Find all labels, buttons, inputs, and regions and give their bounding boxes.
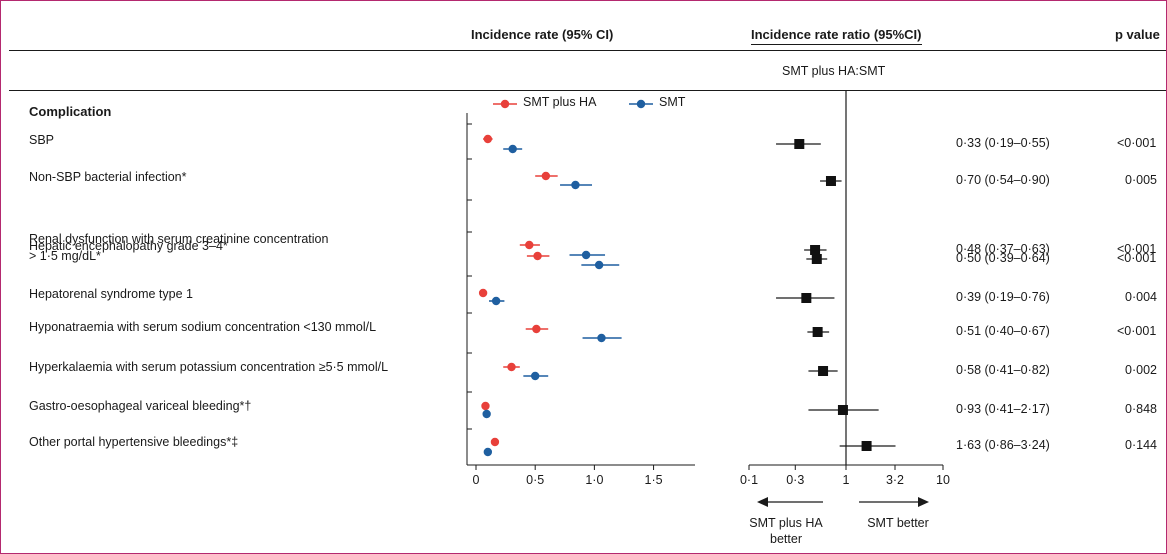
x-tick-label: 1·0	[585, 473, 604, 487]
p-value: <0·001	[1117, 136, 1157, 150]
rate-point	[533, 251, 542, 261]
row-label: SBP	[29, 133, 55, 147]
rate-point	[541, 171, 551, 181]
row-label: Renal dysfunction with serum creatinine …	[29, 232, 329, 263]
irr-subheader: SMT plus HA:SMT	[782, 64, 886, 78]
rate-point	[571, 180, 580, 190]
p-value: <0·001	[1117, 251, 1157, 265]
x-tick-label: 0·3	[786, 473, 805, 487]
irr-marker	[812, 327, 823, 337]
row-label: Hyponatraemia with serum sodium concentr…	[29, 320, 377, 334]
x-tick-label: 0·5	[526, 473, 545, 487]
irr-marker	[794, 139, 805, 149]
x-tick-label: 1	[842, 473, 850, 487]
complication-column-label: Complication	[29, 104, 112, 119]
row-label: Hepatorenal syndrome type 1	[29, 287, 193, 301]
irr-marker	[811, 254, 822, 264]
rate-point	[508, 144, 517, 154]
right-arrow-head	[918, 497, 929, 507]
rate-point	[597, 333, 606, 343]
irr-header: Incidence rate ratio (95%CI)	[751, 27, 922, 45]
irr-ci-value: 0·70 (0·54–0·90)	[956, 173, 1050, 187]
irr-ci-value: 0·33 (0·19–0·55)	[956, 136, 1050, 150]
irr-marker	[861, 441, 872, 451]
rate-point	[481, 401, 490, 411]
irr-ci-value: 0·51 (0·40–0·67)	[956, 324, 1050, 338]
p-value: 0·848	[1125, 402, 1157, 416]
row-label: Hyperkalaemia with serum potassium conce…	[29, 360, 389, 374]
rate-point	[507, 362, 516, 372]
legend-label: SMT	[659, 95, 686, 109]
legend-label: SMT plus HA	[523, 95, 597, 109]
row-label: Hepatic encephalopathy grade 3–4*	[29, 239, 228, 253]
header-bottom-rule	[9, 90, 1166, 91]
direction-right-label: SMT better	[867, 516, 929, 530]
p-value: 0·002	[1125, 363, 1157, 377]
left-arrow-head	[757, 497, 768, 507]
p-value-header: p value	[1115, 27, 1160, 42]
rate-point	[594, 260, 604, 270]
p-value: 0·005	[1125, 173, 1157, 187]
rate-point	[530, 371, 540, 381]
irr-ci-value: 0·48 (0·37–0·63)	[956, 242, 1050, 256]
legend-marker	[636, 99, 646, 109]
direction-left-label: SMT plus HA better	[749, 516, 823, 546]
rate-point	[483, 134, 493, 144]
x-tick-label: 3·2	[885, 473, 905, 487]
p-value: 0·144	[1125, 438, 1157, 452]
incidence-rate-header: Incidence rate (95% CI)	[471, 27, 614, 42]
p-value: <0·001	[1117, 324, 1157, 338]
header-top-rule	[9, 50, 1166, 51]
x-tick-label: 10	[936, 473, 950, 487]
irr-marker	[801, 293, 812, 303]
x-tick-label: 1·5	[644, 473, 663, 487]
rate-point	[482, 409, 491, 419]
row-label: Other portal hypertensive bleedings*‡	[29, 435, 239, 449]
rate-point	[532, 324, 541, 334]
irr-ci-value: 0·39 (0·19–0·76)	[956, 290, 1050, 304]
row-label: Non-SBP bacterial infection*	[29, 170, 187, 184]
x-tick-label: 0	[472, 473, 480, 487]
irr-ci-value: 0·93 (0·41–2·17)	[956, 402, 1050, 416]
rate-point	[490, 437, 500, 447]
irr-marker	[825, 176, 836, 186]
irr-marker	[837, 405, 848, 415]
p-value: 0·004	[1125, 290, 1157, 304]
x-tick-label: 0·1	[739, 473, 759, 487]
legend-marker	[500, 99, 510, 109]
rate-point	[478, 288, 488, 298]
rate-point	[491, 296, 501, 306]
irr-ci-value: 0·58 (0·41–0·82)	[956, 363, 1050, 377]
irr-ci-value: 0·50 (0·39–0·64)	[956, 251, 1050, 265]
p-value: <0·001	[1117, 242, 1157, 256]
rate-point	[525, 240, 534, 250]
irr-marker	[818, 366, 829, 376]
row-label: Gastro-oesophageal variceal bleeding*†	[29, 399, 252, 413]
irr-marker	[810, 245, 821, 255]
rate-point	[581, 250, 591, 260]
rate-point	[483, 447, 493, 457]
irr-ci-value: 1·63 (0·86–3·24)	[956, 438, 1050, 452]
